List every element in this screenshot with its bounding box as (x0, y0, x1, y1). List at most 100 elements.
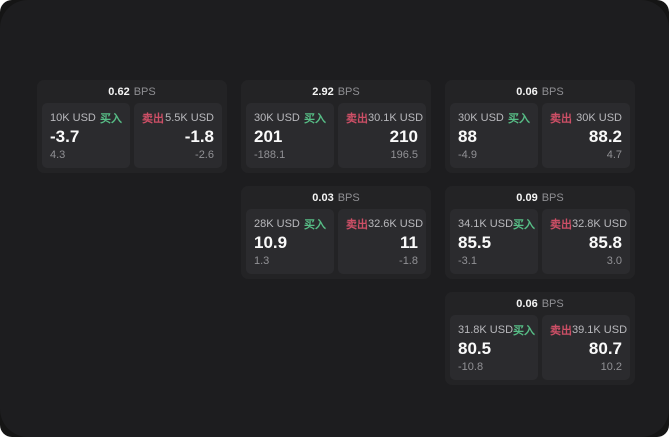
buy-top-row: 31.8K USD 买入 (458, 322, 535, 338)
buy-button[interactable]: 买入 (304, 216, 326, 232)
sell-top-row: 卖出 5.5K USD (142, 110, 214, 126)
bps-spread-value: 2.92 (312, 85, 334, 98)
quote-card: 0.62 BPS 10K USD 买入 -3.7 4.3 卖出 5.5K USD… (37, 80, 227, 173)
buy-button[interactable]: 买入 (304, 110, 326, 126)
bps-spread-value: 0.06 (516, 85, 538, 98)
buy-price: 80.5 (458, 339, 492, 359)
buy-change: -10.8 (458, 361, 484, 373)
sell-quote-panel[interactable]: 卖出 39.1K USD 80.7 10.2 (542, 315, 630, 380)
quote-card: 0.03 BPS 28K USD 买入 10.9 1.3 卖出 32.6K US… (241, 186, 431, 279)
sell-quote-panel[interactable]: 卖出 30K USD 88.2 4.7 (542, 103, 630, 168)
buy-change: -4.9 (458, 149, 477, 161)
buy-quote-panel[interactable]: 34.1K USD 买入 85.5 -3.1 (450, 209, 538, 274)
sell-notional: 30.1K USD (368, 112, 424, 124)
buy-top-row: 34.1K USD 买入 (458, 216, 535, 232)
buy-notional: 30K USD (254, 112, 300, 124)
sell-button[interactable]: 卖出 (142, 110, 164, 126)
sell-button[interactable]: 卖出 (346, 216, 368, 232)
sell-change: -2.6 (195, 149, 214, 161)
card-body: 30K USD 买入 88 -4.9 卖出 30K USD 88.2 4.7 (450, 103, 630, 168)
bps-unit-label: BPS (337, 191, 360, 204)
buy-quote-panel[interactable]: 30K USD 买入 201 -188.1 (246, 103, 334, 168)
bps-spread-value: 0.06 (516, 297, 538, 310)
sell-quote-panel[interactable]: 卖出 30.1K USD 210 196.5 (338, 103, 426, 168)
bps-spread-value: 0.62 (108, 85, 130, 98)
sell-button[interactable]: 卖出 (346, 110, 368, 126)
buy-price: 85.5 (458, 233, 492, 253)
buy-change: 1.3 (254, 255, 270, 267)
buy-change: 4.3 (50, 149, 66, 161)
buy-price: -3.7 (50, 127, 80, 147)
sell-quote-panel[interactable]: 卖出 32.6K USD 11 -1.8 (338, 209, 426, 274)
buy-button[interactable]: 买入 (100, 110, 122, 126)
bps-unit-label: BPS (133, 85, 156, 98)
buy-quote-panel[interactable]: 30K USD 买入 88 -4.9 (450, 103, 538, 168)
buy-top-row: 28K USD 买入 (254, 216, 326, 232)
card-header: 0.62 BPS (42, 80, 222, 103)
bps-spread-value: 0.03 (312, 191, 334, 204)
buy-button[interactable]: 买入 (508, 110, 530, 126)
sell-price: 80.7 (588, 339, 622, 359)
sell-change: 4.7 (606, 149, 622, 161)
sell-change: -1.8 (399, 255, 418, 267)
card-body: 10K USD 买入 -3.7 4.3 卖出 5.5K USD -1.8 -2.… (42, 103, 222, 168)
card-body: 34.1K USD 买入 85.5 -3.1 卖出 32.8K USD 85.8… (450, 209, 630, 274)
sell-quote-panel[interactable]: 卖出 5.5K USD -1.8 -2.6 (134, 103, 222, 168)
sell-top-row: 卖出 32.8K USD (550, 216, 627, 232)
buy-quote-panel[interactable]: 10K USD 买入 -3.7 4.3 (42, 103, 130, 168)
sell-change: 196.5 (390, 149, 418, 161)
bps-unit-label: BPS (541, 297, 564, 310)
quote-card: 0.06 BPS 31.8K USD 买入 80.5 -10.8 卖出 39.1… (445, 292, 635, 385)
sell-button[interactable]: 卖出 (550, 216, 572, 232)
buy-notional: 28K USD (254, 218, 300, 230)
buy-change: -188.1 (254, 149, 286, 161)
quote-cards-grid: 0.62 BPS 10K USD 买入 -3.7 4.3 卖出 5.5K USD… (37, 80, 635, 385)
quote-card: 2.92 BPS 30K USD 买入 201 -188.1 卖出 30.1K … (241, 80, 431, 173)
card-body: 28K USD 买入 10.9 1.3 卖出 32.6K USD 11 -1.8 (246, 209, 426, 274)
buy-notional: 30K USD (458, 112, 504, 124)
buy-price: 88 (458, 127, 477, 147)
buy-change: -3.1 (458, 255, 477, 267)
card-header: 2.92 BPS (246, 80, 426, 103)
sell-notional: 30K USD (576, 112, 622, 124)
sell-quote-panel[interactable]: 卖出 32.8K USD 85.8 3.0 (542, 209, 630, 274)
card-header: 0.03 BPS (246, 186, 426, 209)
sell-top-row: 卖出 32.6K USD (346, 216, 423, 232)
buy-button[interactable]: 买入 (513, 216, 535, 232)
sell-price: 11 (400, 233, 418, 253)
buy-quote-panel[interactable]: 28K USD 买入 10.9 1.3 (246, 209, 334, 274)
buy-button[interactable]: 买入 (513, 322, 535, 338)
bps-unit-label: BPS (541, 85, 564, 98)
sell-button[interactable]: 卖出 (550, 322, 572, 338)
buy-quote-panel[interactable]: 31.8K USD 买入 80.5 -10.8 (450, 315, 538, 380)
buy-notional: 34.1K USD (458, 218, 514, 230)
sell-top-row: 卖出 30.1K USD (346, 110, 423, 126)
card-header: 0.09 BPS (450, 186, 630, 209)
bps-unit-label: BPS (337, 85, 360, 98)
buy-notional: 31.8K USD (458, 324, 514, 336)
sell-change: 3.0 (606, 255, 622, 267)
buy-top-row: 30K USD 买入 (458, 110, 530, 126)
sell-change: 10.2 (600, 361, 622, 373)
quote-card: 0.09 BPS 34.1K USD 买入 85.5 -3.1 卖出 32.8K… (445, 186, 635, 279)
card-header: 0.06 BPS (450, 292, 630, 315)
bps-unit-label: BPS (541, 191, 564, 204)
buy-price: 10.9 (254, 233, 288, 253)
sell-price: -1.8 (184, 127, 214, 147)
sell-notional: 5.5K USD (165, 112, 214, 124)
sell-price: 85.8 (588, 233, 622, 253)
buy-top-row: 10K USD 买入 (50, 110, 122, 126)
buy-notional: 10K USD (50, 112, 96, 124)
sell-price: 210 (389, 127, 418, 147)
buy-price: 201 (254, 127, 283, 147)
sell-notional: 32.6K USD (368, 218, 424, 230)
sell-notional: 39.1K USD (572, 324, 628, 336)
card-body: 31.8K USD 买入 80.5 -10.8 卖出 39.1K USD 80.… (450, 315, 630, 380)
card-body: 30K USD 买入 201 -188.1 卖出 30.1K USD 210 1… (246, 103, 426, 168)
sell-button[interactable]: 卖出 (550, 110, 572, 126)
buy-top-row: 30K USD 买入 (254, 110, 326, 126)
sell-notional: 32.8K USD (572, 218, 628, 230)
sell-top-row: 卖出 39.1K USD (550, 322, 627, 338)
